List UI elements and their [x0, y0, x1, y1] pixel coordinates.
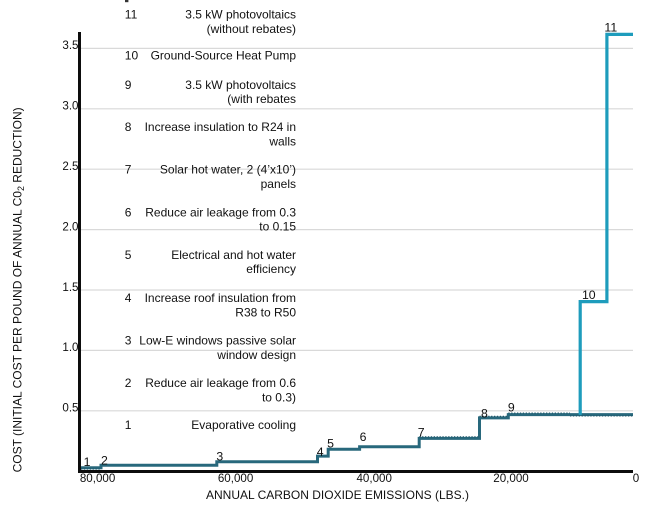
svg-text:5: 5 [125, 248, 132, 262]
svg-text:1: 1 [84, 455, 91, 469]
svg-text:0: 0 [633, 472, 639, 485]
svg-text:8: 8 [481, 406, 488, 420]
svg-text:Evaporative cooling: Evaporative cooling [191, 418, 296, 432]
svg-text:3: 3 [216, 450, 223, 464]
svg-text:Reduce air leakage from 0.6: Reduce air leakage from 0.6 [145, 376, 296, 390]
svg-text:Ground-Source Heat Pump: Ground-Source Heat Pump [151, 49, 297, 63]
svg-text:7: 7 [418, 426, 425, 440]
svg-text:to 0.15: to 0.15 [259, 220, 296, 234]
svg-text:11: 11 [125, 8, 138, 22]
svg-text:60,000: 60,000 [218, 472, 253, 485]
svg-text:5: 5 [327, 437, 334, 451]
svg-text:2.0: 2.0 [62, 220, 78, 233]
svg-text:3.5 kW photovoltaics: 3.5 kW photovoltaics [185, 8, 296, 22]
svg-text:efficiency: efficiency [246, 262, 296, 276]
svg-text:Electrical and hot water: Electrical and hot water [171, 248, 296, 262]
svg-text:(with rebates: (with rebates [227, 92, 296, 106]
svg-text:Reduce air leakage from 0.3: Reduce air leakage from 0.3 [145, 205, 296, 219]
svg-text:7: 7 [125, 163, 132, 177]
svg-text:1.0: 1.0 [62, 341, 78, 354]
svg-text:9: 9 [125, 78, 132, 92]
svg-text:2: 2 [125, 376, 132, 390]
svg-text:11: 11 [604, 21, 617, 35]
svg-text:9: 9 [508, 401, 515, 415]
svg-text:panels: panels [261, 177, 296, 191]
svg-text:1: 1 [125, 418, 132, 432]
svg-text:4: 4 [125, 291, 132, 305]
svg-text:10: 10 [125, 49, 139, 63]
svg-text:8: 8 [125, 120, 132, 134]
svg-text:to 0.3): to 0.3) [262, 391, 296, 405]
svg-text:20,000: 20,000 [493, 472, 528, 485]
svg-text:(without rebates): (without rebates) [207, 22, 296, 36]
svg-text:walls: walls [268, 134, 296, 148]
svg-text:1.5: 1.5 [62, 281, 78, 294]
svg-text:3.5 kW photovoltaics: 3.5 kW photovoltaics [185, 78, 296, 92]
svg-text:3.5: 3.5 [62, 39, 78, 52]
svg-text:40,000: 40,000 [356, 472, 391, 485]
svg-text:Increase roof insulation from: Increase roof insulation from [145, 291, 296, 305]
svg-text:6: 6 [125, 205, 132, 219]
svg-text:COST (INITIAL COST PER POUND O: COST (INITIAL COST PER POUND OF ANNUAL C… [11, 107, 27, 472]
svg-text:2: 2 [101, 454, 108, 468]
svg-text:2.5: 2.5 [62, 160, 78, 173]
svg-text:3: 3 [125, 334, 132, 348]
svg-text:6: 6 [360, 430, 367, 444]
svg-text:80,000: 80,000 [80, 472, 115, 485]
svg-text:Low-E windows passive solar: Low-E windows passive solar [139, 334, 296, 348]
svg-text:Solar hot water, 2 (4’x10’): Solar hot water, 2 (4’x10’) [160, 163, 296, 177]
svg-text:ANNUAL CARBON DIOXIDE EMISSION: ANNUAL CARBON DIOXIDE EMISSIONS (LBS.) [206, 488, 469, 502]
svg-text:0.5: 0.5 [62, 402, 78, 415]
svg-text:R38 to R50: R38 to R50 [235, 305, 296, 319]
svg-text:4: 4 [317, 445, 324, 459]
svg-text:3.0: 3.0 [62, 100, 78, 113]
svg-text:Increase insulation to R24 in: Increase insulation to R24 in [145, 120, 296, 134]
svg-text:10: 10 [582, 288, 596, 302]
svg-text:window design: window design [216, 348, 296, 362]
